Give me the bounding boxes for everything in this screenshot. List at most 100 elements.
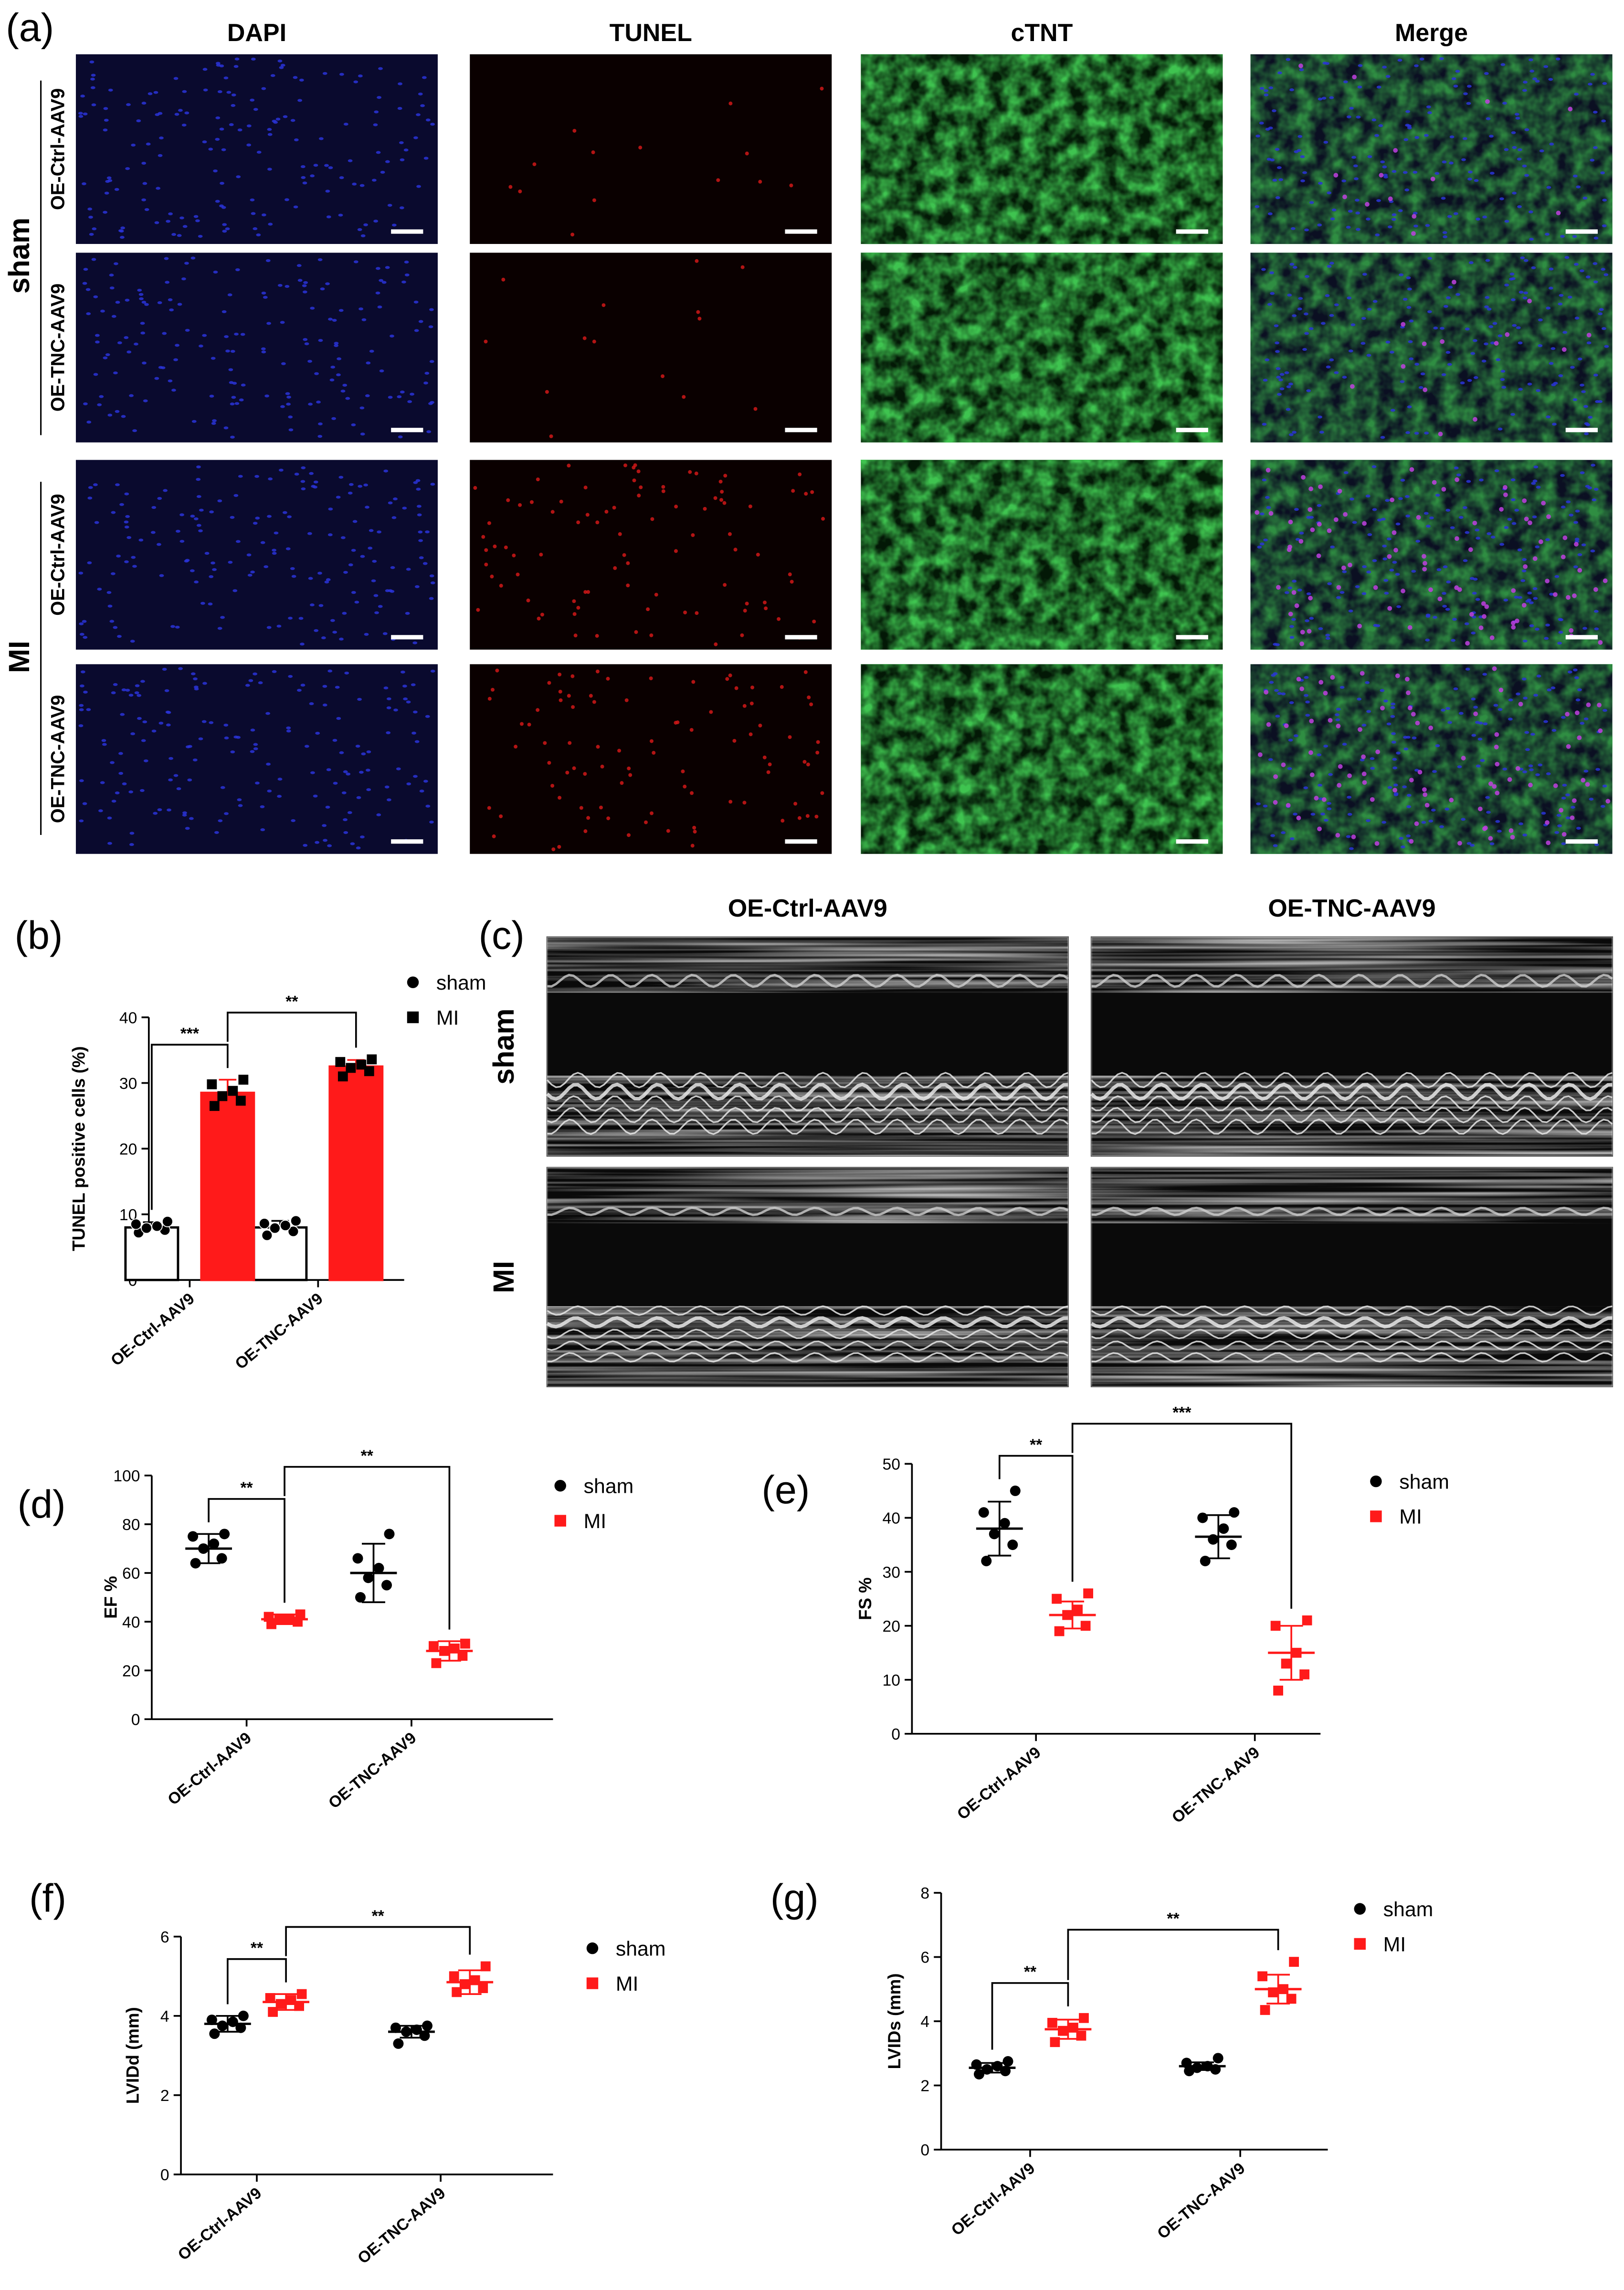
- nucleus: [1354, 177, 1359, 180]
- tunel-positive-nucleus: [592, 339, 596, 344]
- y-tick-label: 20: [122, 1662, 140, 1680]
- nucleus: [219, 127, 224, 131]
- tunel-positive-nucleus: [1284, 723, 1289, 728]
- nucleus: [1377, 518, 1382, 522]
- nucleus: [111, 691, 116, 695]
- micrograph-row-label: OE-TNC-AAV9: [47, 695, 68, 823]
- tunel-positive-nucleus: [674, 549, 678, 553]
- data-point-sham: [269, 1222, 281, 1234]
- nucleus: [1334, 371, 1339, 374]
- nucleus: [1288, 382, 1293, 386]
- tunel-positive-nucleus: [1365, 202, 1370, 207]
- nucleus: [169, 308, 174, 312]
- tunel-positive-nucleus: [567, 694, 571, 698]
- significance-label: **: [240, 1479, 253, 1497]
- nucleus: [359, 406, 365, 410]
- nucleus: [170, 625, 175, 628]
- nucleus: [89, 60, 95, 63]
- tunel-positive-nucleus: [1422, 567, 1427, 572]
- tunel-positive-nucleus: [694, 471, 698, 475]
- tunel-positive-nucleus: [728, 532, 732, 536]
- nucleus: [1522, 164, 1527, 168]
- nucleus: [415, 479, 421, 482]
- nucleus: [1275, 196, 1280, 200]
- nucleus: [373, 123, 378, 127]
- data-point-sham: [381, 1580, 392, 1591]
- nucleus: [218, 819, 223, 823]
- tunel-positive-nucleus: [697, 317, 702, 321]
- nucleus: [411, 683, 416, 686]
- nucleus: [390, 566, 395, 570]
- nucleus: [121, 415, 126, 418]
- nucleus: [1453, 687, 1458, 691]
- nucleus: [1320, 813, 1325, 816]
- cardiomyocyte-texture: [861, 253, 1223, 443]
- nucleus: [1421, 821, 1426, 824]
- nucleus: [182, 225, 188, 228]
- data-point-sham: [390, 2022, 401, 2033]
- nucleus: [1400, 478, 1405, 482]
- micrograph-ctnt: [861, 253, 1223, 443]
- nucleus: [1347, 296, 1352, 300]
- nucleus: [1536, 389, 1541, 392]
- tunel-positive-nucleus: [1523, 564, 1528, 569]
- nucleus: [1330, 217, 1335, 221]
- significance-bracket: [1071, 1423, 1292, 1609]
- nucleus: [267, 128, 272, 131]
- nucleus: [285, 285, 290, 288]
- nucleus: [129, 832, 135, 835]
- tunel-positive-nucleus: [487, 521, 491, 525]
- tunel-positive-nucleus: [740, 633, 744, 637]
- data-point-sham: [190, 1558, 201, 1569]
- nucleus: [1439, 825, 1444, 828]
- nucleus: [1294, 734, 1298, 738]
- nucleus: [1585, 275, 1591, 279]
- nucleus: [1317, 223, 1322, 227]
- tunel-positive-nucleus: [1505, 332, 1510, 337]
- nucleus: [181, 277, 186, 281]
- nucleus: [78, 112, 83, 115]
- nucleus: [398, 82, 402, 85]
- tunel-positive-nucleus: [1308, 750, 1313, 755]
- nucleus: [1559, 294, 1564, 297]
- nucleus: [1592, 262, 1598, 265]
- nucleus: [1272, 179, 1277, 182]
- tunel-positive-nucleus: [490, 574, 494, 579]
- nucleus: [386, 798, 391, 802]
- nucleus: [346, 772, 351, 776]
- nucleus: [363, 223, 368, 226]
- y-tick-label: 40: [119, 1009, 137, 1027]
- nucleus: [223, 426, 229, 430]
- nucleus: [1581, 543, 1586, 547]
- nucleus: [344, 671, 349, 675]
- nucleus: [158, 721, 164, 725]
- data-point-sham: [1208, 1534, 1219, 1545]
- echo-wall-trace: [1091, 1119, 1613, 1135]
- nucleus: [1391, 732, 1396, 735]
- tunel-positive-nucleus: [1538, 539, 1543, 544]
- tunel-positive-nucleus: [527, 722, 531, 727]
- nucleus: [1567, 670, 1572, 674]
- nucleus: [1510, 478, 1516, 482]
- nucleus: [162, 332, 167, 335]
- nucleus: [1289, 263, 1295, 266]
- nucleus: [376, 151, 381, 154]
- nucleus: [288, 428, 294, 432]
- nucleus: [199, 508, 204, 512]
- nucleus: [261, 350, 266, 354]
- micrograph-background: [75, 664, 438, 854]
- nucleus: [310, 771, 315, 774]
- tunel-positive-nucleus: [585, 513, 590, 517]
- nucleus: [120, 226, 126, 230]
- nucleus: [1286, 58, 1291, 61]
- x-tick-label: OE-TNC-AAV9: [355, 2184, 449, 2268]
- nucleus: [1599, 308, 1604, 311]
- data-point-sham: [1184, 2066, 1195, 2077]
- nucleus: [1452, 618, 1457, 621]
- nucleus: [1473, 376, 1478, 380]
- nucleus: [1389, 569, 1394, 572]
- tunel-positive-nucleus: [1477, 806, 1483, 812]
- nucleus: [366, 361, 371, 365]
- nucleus: [260, 541, 265, 544]
- nucleus: [1489, 842, 1495, 845]
